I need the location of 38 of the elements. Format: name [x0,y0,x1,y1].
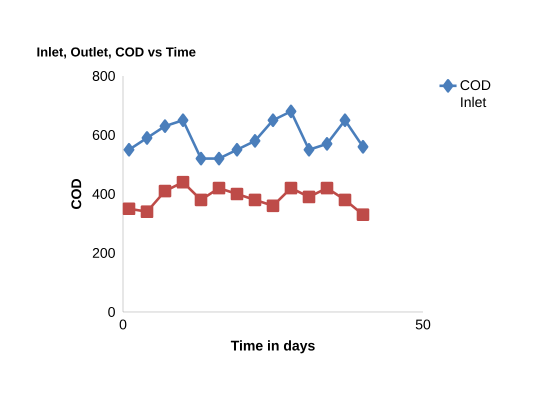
y-tick-label: 400 [92,189,115,199]
point [178,113,188,128]
legend-label: COD Inlet [460,80,490,108]
point [140,205,154,218]
point [286,104,296,118]
y-axis-title: COD [71,179,82,209]
point [248,194,262,206]
point [142,131,152,145]
point [320,182,334,194]
point [158,184,172,198]
chart-title: Inlet, Outlet, COD vs Time [37,47,196,58]
point [284,182,298,194]
point [356,208,370,221]
point [338,194,352,206]
point [194,194,208,206]
point [122,202,136,216]
y-tick-label: 800 [92,71,115,81]
point [230,188,244,200]
point [250,134,260,148]
point [232,142,242,157]
y-tick-label: 600 [92,130,115,140]
point [214,152,224,166]
y-tick-label: 200 [92,248,115,258]
point [302,190,316,204]
point [124,142,134,157]
point [212,182,226,194]
point [340,113,350,128]
x-tick-label: 50 [416,320,430,330]
point [304,142,314,157]
point [268,113,278,128]
point [266,199,280,212]
point [196,152,206,166]
y-tick-label: 0 [108,307,115,317]
point [322,137,332,151]
point [358,140,368,154]
x-axis-title: Time in days [230,340,315,354]
point [160,119,170,133]
point [176,176,190,188]
